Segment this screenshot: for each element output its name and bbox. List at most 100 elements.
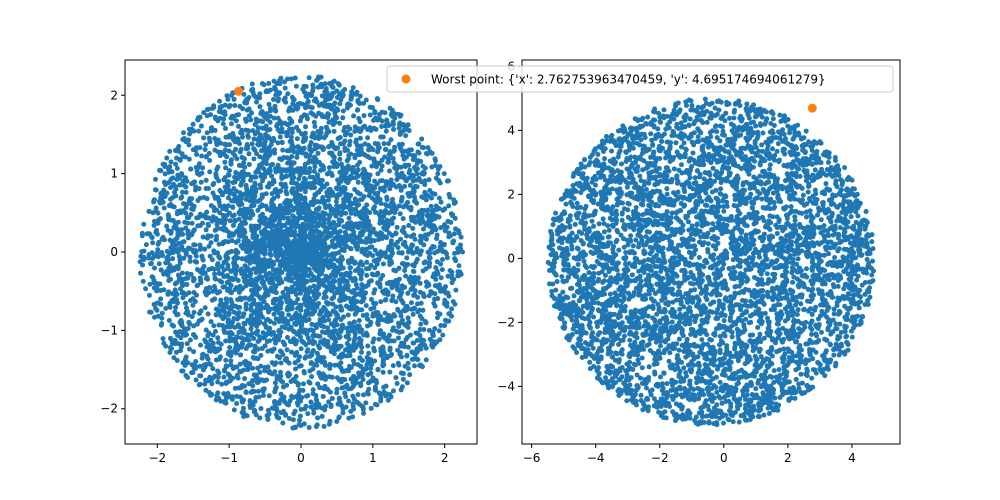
left-scatter-point [183, 300, 189, 306]
left-scatter-point [301, 315, 307, 321]
left-scatter-point [290, 218, 296, 224]
left-scatter-point [406, 222, 412, 228]
left-scatter-point [267, 370, 273, 376]
left-scatter-point [408, 207, 414, 213]
left-scatter-point [401, 128, 407, 134]
left-scatter-point [207, 253, 213, 259]
left-scatter-point [301, 421, 307, 427]
left-scatter-point [390, 119, 396, 125]
left-scatter-point [368, 365, 374, 371]
left-scatter-point [215, 335, 221, 341]
left-scatter-point [323, 403, 329, 409]
left-scatter-point [187, 254, 193, 260]
left-scatter-point [326, 102, 332, 108]
left-scatter-point [342, 132, 348, 138]
left-scatter-point [245, 367, 251, 373]
left-scatter-point [332, 336, 338, 342]
left-scatter-point [180, 239, 186, 245]
left-scatter-point [348, 132, 354, 138]
left-scatter-point [317, 373, 323, 379]
left-scatter-point [163, 269, 169, 275]
left-scatter-point [241, 329, 247, 335]
left-scatter-point [190, 370, 196, 376]
left-scatter-point [216, 241, 222, 247]
left-scatter-point [343, 231, 349, 237]
left-scatter-point [373, 301, 379, 307]
left-scatter-point [428, 203, 434, 209]
left-scatter-point [158, 267, 164, 273]
left-scatter-point [299, 247, 305, 253]
left-scatter-point [299, 394, 305, 400]
left-scatter-point [237, 394, 243, 400]
left-scatter-point [305, 292, 311, 298]
left-scatter-point [212, 127, 218, 133]
left-scatter-point [412, 219, 418, 224]
left-scatter-point [387, 149, 393, 155]
left-scatter-point [189, 314, 195, 320]
left-scatter-point [280, 183, 286, 189]
left-scatter-point [183, 225, 189, 231]
left-scatter-point [246, 317, 252, 323]
left-scatter-point [267, 108, 273, 114]
left-scatter-point [351, 358, 357, 364]
left-scatter-point [389, 220, 395, 226]
left-scatter-point [334, 186, 340, 192]
left-scatter-point [419, 342, 425, 348]
left-scatter-point [224, 287, 230, 293]
left-scatter-point [446, 318, 452, 324]
left-scatter-point [336, 335, 342, 341]
left-scatter-point [337, 101, 343, 107]
left-scatter-point [148, 261, 154, 267]
left-scatter-point [428, 221, 434, 227]
left-scatter-point [311, 410, 317, 416]
left-scatter-point [436, 214, 442, 220]
left-scatter-point [269, 275, 275, 281]
left-scatter-point [371, 347, 377, 353]
left-scatter-point [232, 254, 238, 260]
left-scatter-point [331, 128, 337, 134]
left-scatter-point [365, 282, 371, 288]
left-scatter-point [191, 289, 197, 295]
left-scatter-point [387, 168, 393, 174]
left-scatter-point [348, 364, 354, 370]
left-scatter-point [309, 105, 315, 111]
left-scatter-point [205, 333, 211, 339]
left-scatter-point [249, 191, 255, 197]
left-scatter-point [432, 250, 438, 256]
left-scatter-point [311, 283, 317, 289]
left-scatter-point [341, 297, 347, 303]
left-scatter-point [400, 241, 406, 247]
left-scatter-point [191, 275, 197, 281]
left-scatter-point [317, 251, 323, 257]
left-scatter-point [175, 172, 181, 178]
left-scatter-point [238, 352, 244, 358]
left-scatter-point [332, 226, 338, 232]
left-scatter-point [316, 229, 322, 235]
left-scatter-point [278, 360, 284, 366]
left-scatter-point [344, 158, 350, 164]
left-scatter-point [278, 329, 284, 335]
left-scatter-point [401, 225, 407, 230]
left-scatter-point [167, 217, 173, 223]
left-scatter-point [249, 81, 255, 87]
left-scatter-point [403, 273, 409, 279]
left-scatter-point [346, 215, 352, 221]
left-scatter-point [227, 102, 233, 108]
left-scatter-point [207, 285, 213, 291]
left-scatter-point [213, 397, 219, 403]
left-scatter-point [344, 341, 350, 347]
left-scatter-point [265, 88, 271, 94]
left-scatter-point [432, 191, 438, 197]
left-scatter-point [236, 310, 242, 316]
left-scatter-point [338, 329, 344, 335]
left-scatter-point [336, 217, 342, 223]
left-scatter-point [365, 185, 371, 191]
left-scatter-point [310, 387, 316, 393]
left-scatter-point [232, 259, 238, 265]
left-scatter-point [160, 336, 166, 342]
left-scatter-point [272, 103, 278, 109]
left-scatter-point [336, 250, 342, 256]
left-scatter-point [345, 346, 351, 352]
left-scatter-point [362, 123, 368, 129]
left-scatter-point [426, 293, 432, 299]
